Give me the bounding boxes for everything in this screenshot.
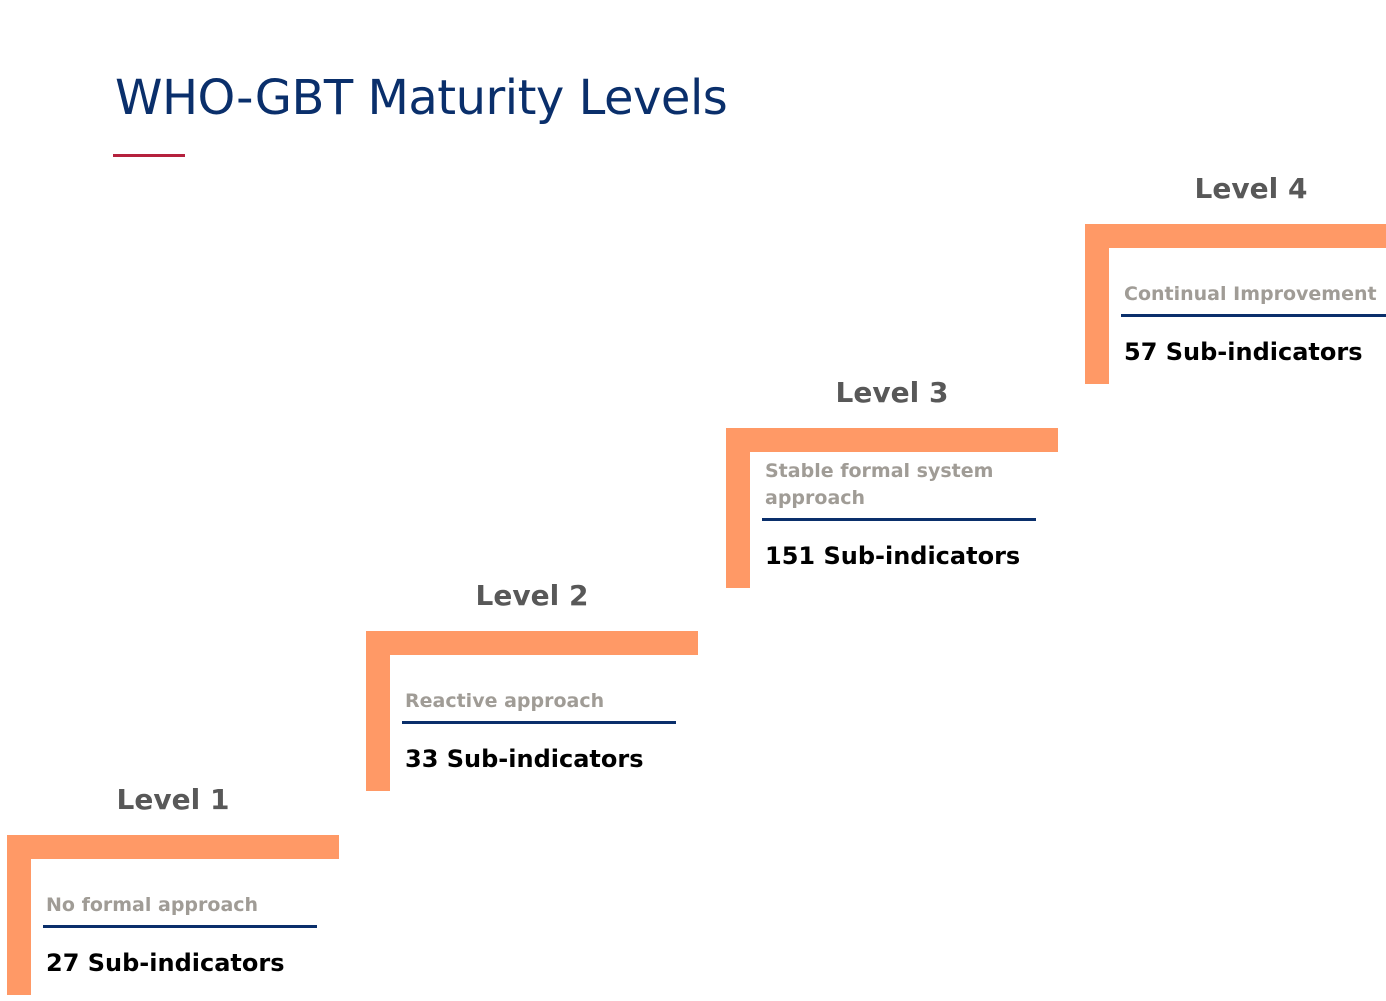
sub-indicator-count: 33 Sub-indicators (405, 745, 644, 773)
divider (402, 721, 676, 724)
title-accent-line (113, 154, 185, 157)
description-text: Continual Improvement (1124, 283, 1377, 305)
step-bar (1085, 224, 1386, 248)
divider (1121, 314, 1386, 317)
divider (43, 925, 317, 928)
level-description: Reactive approach (405, 659, 655, 715)
level-1-step: Level 1 No formal approach 27 Sub-indica… (7, 783, 339, 995)
level-label: Level 2 (475, 579, 589, 612)
sub-indicator-count: 151 Sub-indicators (765, 542, 1021, 570)
sub-indicator-count: 27 Sub-indicators (46, 949, 285, 977)
level-label: Level 4 (1194, 172, 1308, 205)
level-3-step: Level 3 Stable formal system approach 15… (726, 376, 1058, 588)
level-label: Level 1 (116, 783, 230, 816)
page-title: WHO-GBT Maturity Levels (115, 70, 728, 126)
step-riser (7, 835, 31, 995)
level-4-step: Level 4 Continual Improvement 57 Sub-ind… (1085, 172, 1386, 384)
sub-indicator-count: 57 Sub-indicators (1124, 338, 1363, 366)
level-label: Level 3 (835, 376, 949, 409)
divider (762, 518, 1036, 521)
step-riser (366, 631, 390, 791)
description-text: Stable formal system approach (765, 460, 994, 509)
step-riser (1085, 224, 1109, 384)
step-bar (7, 835, 339, 859)
description-text: No formal approach (46, 894, 259, 916)
description-text: Reactive approach (405, 690, 605, 712)
level-description: Continual Improvement (1124, 252, 1386, 308)
step-bar (726, 428, 1058, 452)
level-2-step: Level 2 Reactive approach 33 Sub-indicat… (366, 579, 698, 791)
step-riser (726, 428, 750, 588)
level-description: Stable formal system approach (765, 456, 1000, 512)
level-description: No formal approach (46, 863, 296, 919)
step-bar (366, 631, 698, 655)
